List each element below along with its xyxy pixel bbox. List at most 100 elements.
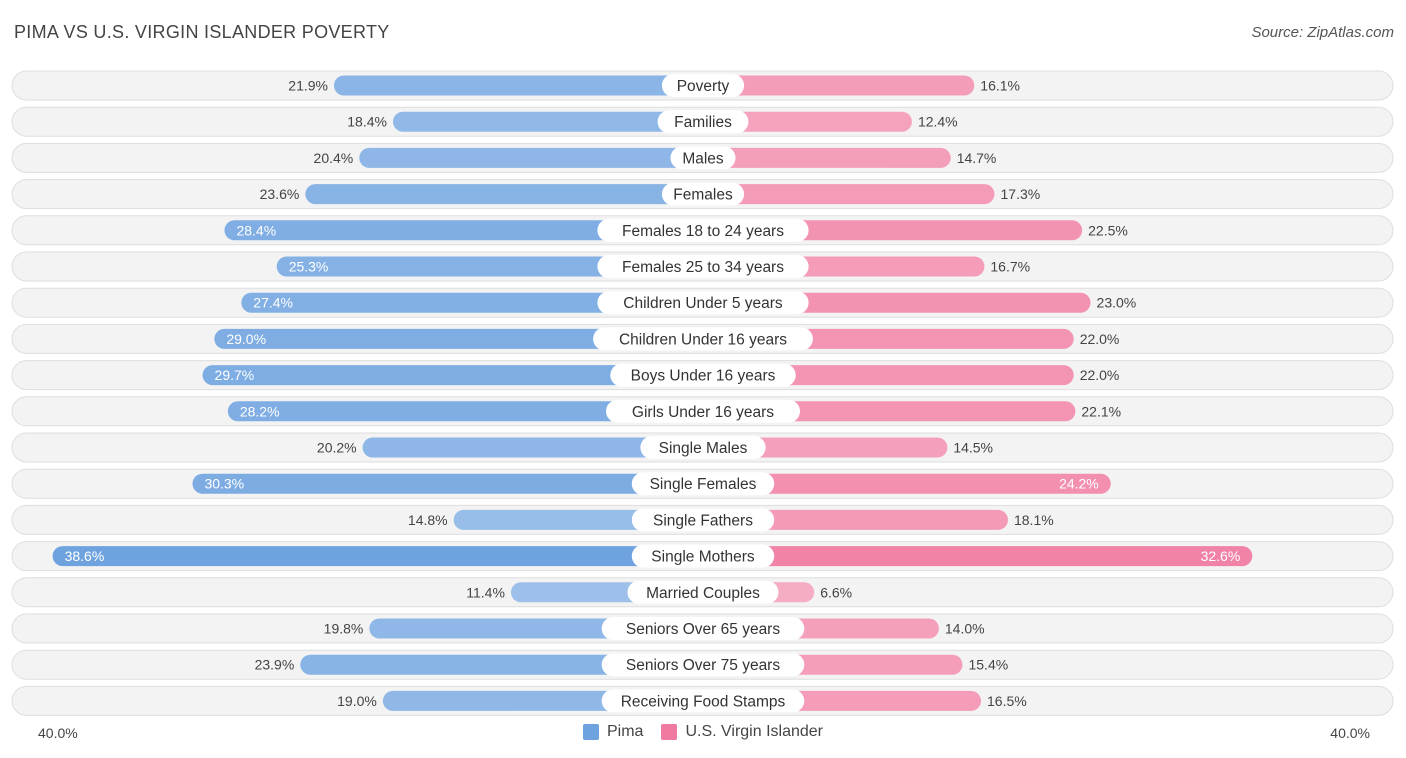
category-label-seniors-over-65-years: Seniors Over 65 years bbox=[626, 621, 780, 638]
value-label-pima-seniors-over-75-years: 23.9% bbox=[255, 657, 295, 673]
category-label-children-under-5-years: Children Under 5 years bbox=[623, 295, 783, 312]
category-pill-single-males bbox=[640, 436, 766, 459]
category-label-females-25-to-34-years: Females 25 to 34 years bbox=[622, 259, 784, 276]
value-label-pima-married-couples: 11.4% bbox=[466, 584, 505, 600]
bar-pima-poverty bbox=[333, 75, 703, 96]
bar-virgin-islander-males bbox=[703, 147, 951, 168]
value-label-pima-males: 20.4% bbox=[314, 150, 354, 166]
category-label-families: Families bbox=[674, 114, 732, 131]
value-label-pima-seniors-over-65-years: 19.8% bbox=[324, 621, 364, 637]
category-pill-seniors-over-75-years bbox=[601, 653, 805, 677]
category-pill-males bbox=[670, 146, 736, 170]
category-pill-females-25-to-34-years bbox=[597, 255, 809, 278]
bar-pima-single-females bbox=[192, 473, 703, 494]
value-label-virgin-islander-single-fathers: 18.1% bbox=[1014, 512, 1054, 528]
category-pill-receiving-food-stamps bbox=[601, 689, 805, 713]
value-label-pima-females: 23.6% bbox=[260, 186, 300, 202]
value-label-pima-families: 18.4% bbox=[347, 114, 387, 130]
value-label-virgin-islander-poverty: 16.1% bbox=[980, 78, 1020, 94]
bar-pima-single-males bbox=[362, 437, 703, 458]
value-label-virgin-islander-married-couples: 6.6% bbox=[820, 584, 852, 600]
value-label-pima-single-females: 30.3% bbox=[204, 476, 244, 492]
bar-virgin-islander-females bbox=[703, 184, 995, 205]
value-label-virgin-islander-receiving-food-stamps: 16.5% bbox=[987, 693, 1027, 709]
category-pill-seniors-over-65-years bbox=[601, 617, 805, 640]
value-label-virgin-islander-boys-under-16-years: 22.0% bbox=[1080, 367, 1120, 383]
value-label-pima-single-mothers: 38.6% bbox=[65, 548, 105, 564]
legend-item-virgin-islander[interactable]: U.S. Virgin Islander bbox=[661, 723, 823, 741]
value-label-pima-poverty: 21.9% bbox=[288, 78, 328, 94]
bar-virgin-islander-poverty bbox=[703, 75, 975, 96]
category-pill-children-under-5-years bbox=[597, 291, 809, 315]
legend-swatch-virgin-islander bbox=[661, 724, 678, 740]
bar-pima-boys-under-16-years bbox=[202, 365, 703, 386]
bar-pima-females-18-to-24-years bbox=[224, 220, 703, 241]
value-label-pima-girls-under-16-years: 28.2% bbox=[240, 403, 280, 419]
legend: Pima U.S. Virgin Islander bbox=[0, 723, 1406, 741]
value-label-pima-single-fathers: 14.8% bbox=[408, 512, 448, 528]
bar-pima-single-mothers bbox=[52, 546, 703, 567]
value-label-virgin-islander-males: 14.7% bbox=[957, 150, 997, 166]
category-label-single-males: Single Males bbox=[659, 440, 748, 457]
category-label-receiving-food-stamps: Receiving Food Stamps bbox=[621, 693, 786, 710]
category-pill-married-couples bbox=[627, 580, 779, 604]
value-label-pima-children-under-5-years: 27.4% bbox=[253, 295, 293, 311]
bar-pima-seniors-over-75-years bbox=[300, 654, 703, 675]
category-label-boys-under-16-years: Boys Under 16 years bbox=[631, 368, 776, 385]
category-label-seniors-over-75-years: Seniors Over 75 years bbox=[626, 657, 780, 674]
bar-pima-girls-under-16-years bbox=[227, 401, 703, 422]
category-pill-girls-under-16-years bbox=[606, 399, 800, 423]
chart-title: PIMA VS U.S. VIRGIN ISLANDER POVERTY bbox=[14, 22, 390, 42]
value-label-pima-females-25-to-34-years: 25.3% bbox=[289, 259, 329, 275]
value-label-virgin-islander-seniors-over-75-years: 15.4% bbox=[968, 657, 1008, 673]
axis-max-label: 40.0% bbox=[1330, 725, 1370, 741]
bar-virgin-islander-single-fathers bbox=[703, 509, 1008, 530]
bar-virgin-islander-single-mothers bbox=[703, 546, 1253, 567]
category-label-married-couples: Married Couples bbox=[646, 585, 760, 602]
bar-pima-females bbox=[305, 184, 703, 205]
bar-pima-females-25-to-34-years bbox=[276, 256, 703, 277]
category-pill-females bbox=[661, 182, 745, 206]
axis-min-label: 40.0% bbox=[38, 725, 78, 741]
category-label-poverty: Poverty bbox=[677, 78, 730, 95]
legend-label-virgin-islander: U.S. Virgin Islander bbox=[685, 723, 823, 740]
bar-pima-families bbox=[392, 111, 703, 132]
value-label-virgin-islander-single-females: 24.2% bbox=[1059, 476, 1099, 492]
category-label-children-under-16-years: Children Under 16 years bbox=[619, 331, 787, 348]
category-pill-females-18-to-24-years bbox=[597, 218, 809, 242]
category-pill-single-mothers bbox=[631, 544, 775, 568]
category-pill-poverty bbox=[661, 74, 745, 97]
value-label-virgin-islander-single-mothers: 32.6% bbox=[1201, 548, 1241, 564]
category-label-females-18-to-24-years: Females 18 to 24 years bbox=[622, 223, 784, 240]
value-label-virgin-islander-females: 17.3% bbox=[1001, 186, 1041, 202]
category-label-girls-under-16-years: Girls Under 16 years bbox=[632, 404, 774, 421]
value-label-virgin-islander-females-25-to-34-years: 16.7% bbox=[990, 259, 1030, 275]
category-pill-families bbox=[657, 110, 749, 134]
value-label-pima-boys-under-16-years: 29.7% bbox=[215, 367, 255, 383]
bar-virgin-islander-single-females bbox=[703, 473, 1111, 494]
legend-label-pima: Pima bbox=[607, 723, 644, 740]
bar-pima-children-under-5-years bbox=[241, 292, 703, 313]
bar-virgin-islander-families bbox=[703, 111, 912, 132]
legend-swatch-pima bbox=[583, 724, 599, 740]
category-label-single-fathers: Single Fathers bbox=[653, 512, 753, 529]
value-label-virgin-islander-girls-under-16-years: 22.1% bbox=[1081, 403, 1121, 419]
diverging-bar-chart: 21.9% 16.1% Poverty 18.4% 12.4% Families 20.4%… bbox=[11, 70, 1394, 716]
value-label-pima-females-18-to-24-years: 28.4% bbox=[236, 222, 276, 238]
category-label-females: Females bbox=[673, 187, 733, 204]
category-label-single-females: Single Females bbox=[650, 476, 757, 493]
category-label-single-mothers: Single Mothers bbox=[651, 549, 755, 566]
value-label-pima-children-under-16-years: 29.0% bbox=[226, 331, 266, 347]
value-label-virgin-islander-children-under-5-years: 23.0% bbox=[1097, 295, 1137, 311]
value-label-virgin-islander-single-males: 14.5% bbox=[953, 440, 993, 456]
bar-pima-males bbox=[359, 147, 703, 168]
bar-pima-children-under-16-years bbox=[214, 328, 703, 349]
legend-item-pima[interactable]: Pima bbox=[583, 723, 643, 741]
category-pill-boys-under-16-years bbox=[610, 363, 796, 387]
category-pill-single-females bbox=[631, 472, 775, 496]
category-label-males: Males bbox=[682, 150, 724, 167]
value-label-virgin-islander-children-under-16-years: 22.0% bbox=[1080, 331, 1120, 347]
value-label-virgin-islander-families: 12.4% bbox=[918, 114, 958, 130]
bar-virgin-islander-boys-under-16-years bbox=[703, 365, 1074, 386]
value-label-pima-receiving-food-stamps: 19.0% bbox=[337, 693, 377, 709]
